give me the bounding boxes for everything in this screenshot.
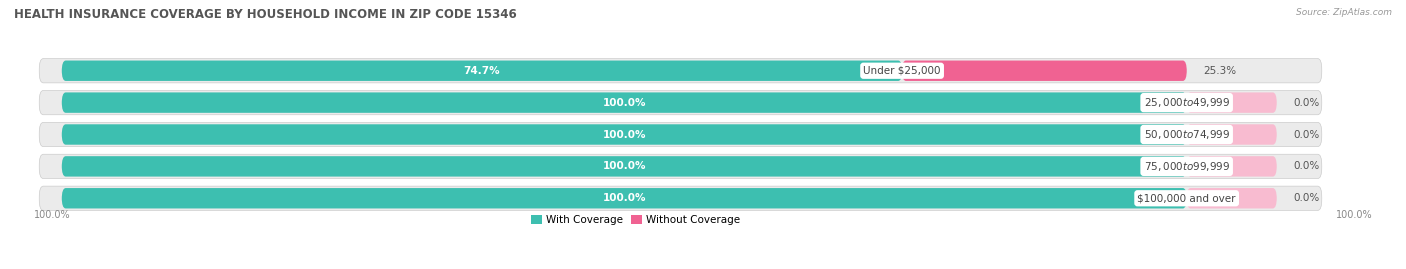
FancyBboxPatch shape	[1187, 156, 1277, 176]
FancyBboxPatch shape	[62, 156, 1187, 176]
FancyBboxPatch shape	[62, 93, 1187, 113]
Text: 100.0%: 100.0%	[603, 161, 645, 171]
FancyBboxPatch shape	[39, 154, 1322, 179]
Text: 100.0%: 100.0%	[603, 98, 645, 108]
Text: 100.0%: 100.0%	[1336, 210, 1372, 220]
Text: $100,000 and over: $100,000 and over	[1137, 193, 1236, 203]
FancyBboxPatch shape	[39, 122, 1322, 147]
FancyBboxPatch shape	[903, 61, 1187, 81]
Text: 74.7%: 74.7%	[464, 66, 501, 76]
FancyBboxPatch shape	[62, 61, 903, 81]
FancyBboxPatch shape	[39, 59, 1322, 83]
Legend: With Coverage, Without Coverage: With Coverage, Without Coverage	[527, 211, 744, 229]
Text: Source: ZipAtlas.com: Source: ZipAtlas.com	[1296, 8, 1392, 17]
Text: 0.0%: 0.0%	[1294, 193, 1320, 203]
FancyBboxPatch shape	[62, 188, 1187, 208]
FancyBboxPatch shape	[1187, 188, 1277, 208]
FancyBboxPatch shape	[62, 124, 1187, 145]
Text: $25,000 to $49,999: $25,000 to $49,999	[1143, 96, 1230, 109]
FancyBboxPatch shape	[1187, 93, 1277, 113]
FancyBboxPatch shape	[39, 186, 1322, 210]
Text: 100.0%: 100.0%	[603, 193, 645, 203]
Text: $50,000 to $74,999: $50,000 to $74,999	[1143, 128, 1230, 141]
Text: 100.0%: 100.0%	[34, 210, 70, 220]
FancyBboxPatch shape	[39, 90, 1322, 115]
Text: $75,000 to $99,999: $75,000 to $99,999	[1143, 160, 1230, 173]
Text: Under $25,000: Under $25,000	[863, 66, 941, 76]
Text: 100.0%: 100.0%	[603, 129, 645, 140]
Text: 0.0%: 0.0%	[1294, 98, 1320, 108]
Text: HEALTH INSURANCE COVERAGE BY HOUSEHOLD INCOME IN ZIP CODE 15346: HEALTH INSURANCE COVERAGE BY HOUSEHOLD I…	[14, 8, 517, 21]
Text: 25.3%: 25.3%	[1204, 66, 1237, 76]
Text: 0.0%: 0.0%	[1294, 161, 1320, 171]
Text: 0.0%: 0.0%	[1294, 129, 1320, 140]
FancyBboxPatch shape	[1187, 124, 1277, 145]
